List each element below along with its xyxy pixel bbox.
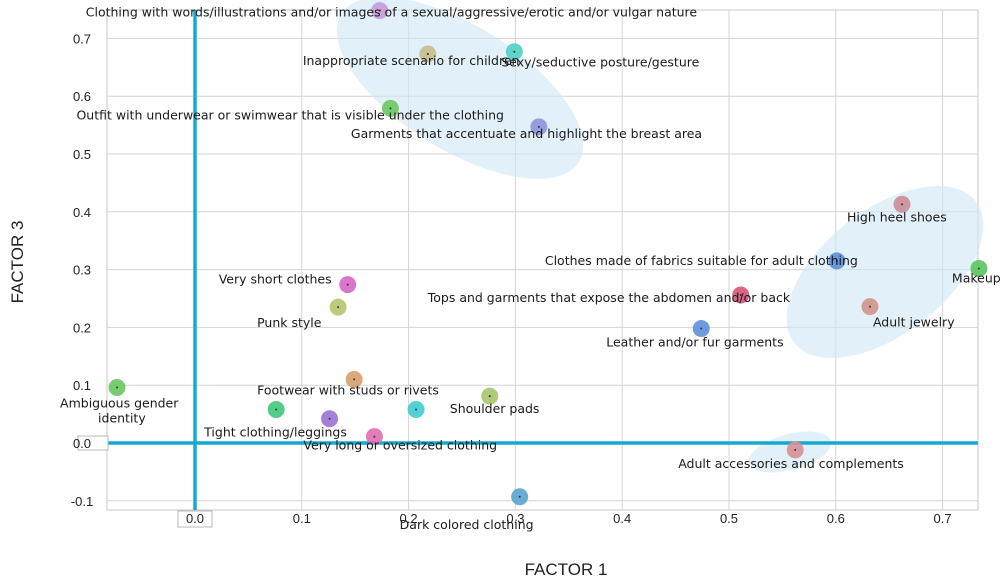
- y-tick-label: -0.1: [71, 494, 93, 509]
- point-label: Tight clothing/leggings: [203, 424, 347, 439]
- point-label: Adult jewelry: [873, 315, 955, 330]
- point-label: Inappropriate scenario for children: [303, 53, 520, 68]
- point-label: Footwear with studs or rivets: [257, 382, 439, 397]
- y-tick-label: 0.1: [73, 378, 91, 393]
- point-label: Garments that accentuate and highlight t…: [351, 126, 702, 141]
- point-label: Clothes made of fabrics suitable for adu…: [545, 253, 858, 268]
- point-label: Ambiguous gender: [60, 396, 179, 411]
- data-point-center: [794, 448, 797, 451]
- data-point-center: [116, 386, 119, 389]
- y-tick-label: 0.2: [73, 320, 91, 335]
- data-point-center: [537, 125, 540, 128]
- x-tick-label: 0.4: [613, 511, 631, 526]
- x-tick-zero-box: [177, 510, 213, 528]
- data-point-center: [275, 408, 278, 411]
- data-point-center: [513, 50, 516, 53]
- data-point-center: [328, 417, 331, 420]
- data-points: [108, 2, 988, 506]
- y-tick-label: 0.3: [73, 263, 91, 278]
- x-axis-title: FACTOR 1: [525, 560, 608, 579]
- x-tick-label: 0.6: [827, 511, 845, 526]
- data-point-center: [373, 435, 376, 438]
- data-point-center: [426, 53, 429, 56]
- data-point-center: [901, 203, 904, 206]
- y-tick-label: 0.6: [73, 89, 91, 104]
- point-label: Very long or oversized clothing: [303, 438, 497, 453]
- point-label: Sexy/seductive posture/gesture: [501, 55, 699, 70]
- point-label: Leather and/or fur garments: [606, 335, 783, 350]
- point-label: Shoulder pads: [450, 401, 540, 416]
- data-point-center: [700, 327, 703, 330]
- y-tick-zero-box: [77, 435, 109, 451]
- point-label: High heel shoes: [847, 209, 947, 224]
- data-point-center: [488, 395, 491, 398]
- point-label: Outfit with underwear or swimwear that i…: [76, 107, 504, 122]
- data-point-center: [835, 259, 838, 262]
- y-axis-title: FACTOR 3: [8, 221, 27, 304]
- point-label: Clothing with words/illustrations and/or…: [86, 5, 698, 20]
- x-tick-label: 0.2: [400, 511, 418, 526]
- cluster-highlight-top: [336, 0, 584, 179]
- data-point-center: [346, 283, 349, 286]
- data-point-center: [868, 305, 871, 308]
- data-point-center: [337, 306, 340, 309]
- zero-axes: [107, 10, 978, 510]
- tick-labels: 0.0 0.1 0.2 0.3 0.4 0.5 0.6 0.7 -0.1 0.0 0.1 0.2 0.3…: [71, 31, 952, 528]
- y-tick-label: 0.4: [73, 205, 91, 220]
- point-label: identity: [98, 411, 146, 426]
- data-point-center: [389, 107, 392, 110]
- x-tick-label: 0.5: [720, 511, 738, 526]
- point-label: Makeup: [952, 270, 1001, 285]
- data-point-center: [739, 294, 742, 297]
- x-tick-label: 0.3: [506, 511, 524, 526]
- data-point-center: [353, 378, 356, 381]
- point-labels: Clothing with words/illustrations and/or…: [60, 5, 1001, 532]
- point-label: Adult accessories and complements: [678, 456, 904, 471]
- y-tick-label: 0.0: [73, 436, 91, 451]
- data-point-center: [415, 408, 418, 411]
- point-label: Tops and garments that expose the abdome…: [427, 290, 791, 305]
- data-point-center: [977, 267, 980, 270]
- x-tick-label: 0.7: [934, 511, 952, 526]
- point-label: Punk style: [257, 315, 322, 330]
- data-point-center: [518, 495, 521, 498]
- x-tick-label: 0.0: [186, 511, 204, 526]
- point-label: Dark colored clothing: [400, 517, 534, 532]
- cluster-highlight-right: [786, 185, 984, 359]
- y-tick-label: 0.7: [73, 31, 91, 46]
- y-tick-label: 0.5: [73, 147, 91, 162]
- x-tick-label: 0.1: [293, 511, 311, 526]
- data-point-center: [378, 9, 381, 12]
- point-label: Very short clothes: [219, 272, 332, 287]
